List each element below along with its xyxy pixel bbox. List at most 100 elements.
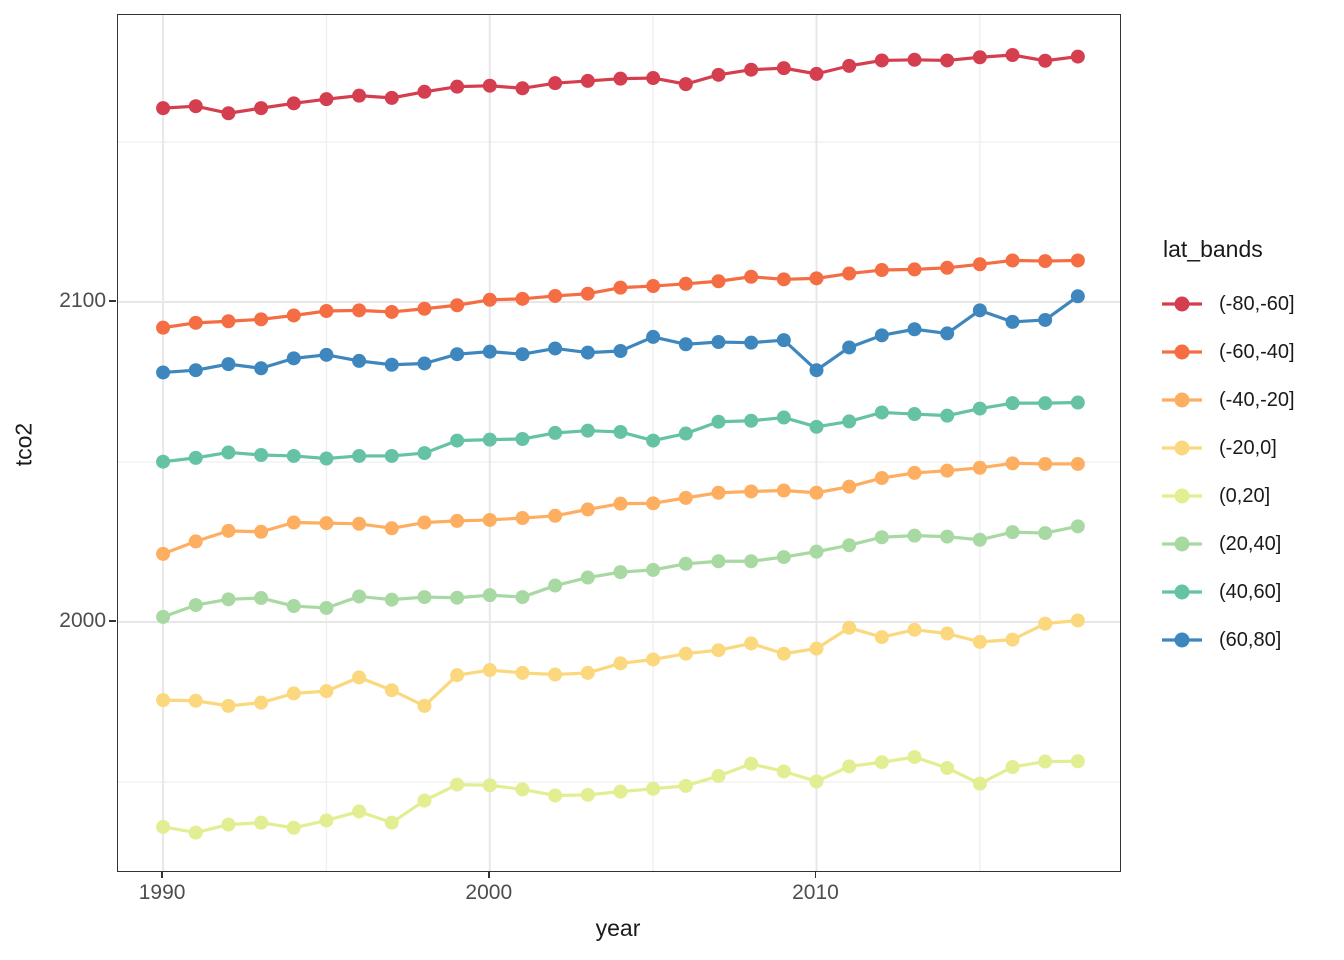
data-point-(-80,-60] — [319, 92, 334, 107]
data-point-(0,20] — [613, 784, 628, 799]
data-point-(-60,-40] — [776, 272, 791, 287]
data-point-(-60,-40] — [352, 303, 367, 318]
data-point-(-20,0] — [972, 634, 987, 649]
data-point-(40,60] — [678, 426, 693, 441]
y-tick-label: 2000 — [59, 609, 106, 633]
data-point-(-40,-20] — [809, 485, 824, 500]
data-point-(-80,-60] — [1070, 49, 1085, 64]
data-point-(-20,0] — [678, 646, 693, 661]
data-point-(0,20] — [156, 819, 171, 834]
data-point-(-20,0] — [842, 620, 857, 635]
legend-item-(-20,0]: (-20,0] — [1160, 424, 1295, 472]
data-point-(0,20] — [384, 815, 399, 830]
legend-key-icon — [1162, 296, 1202, 312]
data-point-(60,80] — [319, 347, 334, 362]
data-point-(40,60] — [286, 448, 301, 463]
data-point-(0,20] — [515, 782, 530, 797]
data-point-(-60,-40] — [286, 308, 301, 323]
data-point-(-40,-20] — [221, 523, 236, 538]
data-point-(-60,-40] — [482, 292, 497, 307]
legend-item-(40,60]: (40,60] — [1160, 568, 1295, 616]
data-point-(0,20] — [744, 756, 759, 771]
data-point-(0,20] — [319, 813, 334, 828]
data-point-(-20,0] — [156, 693, 171, 708]
data-point-(40,60] — [221, 445, 236, 460]
data-point-(-20,0] — [482, 663, 497, 678]
data-point-(-60,-40] — [188, 315, 203, 330]
data-point-(60,80] — [188, 363, 203, 378]
data-point-(60,80] — [1038, 312, 1053, 327]
data-point-(-40,-20] — [678, 490, 693, 505]
x-tick-mark — [161, 871, 163, 878]
data-point-(60,80] — [874, 328, 889, 343]
data-point-(20,40] — [482, 588, 497, 603]
data-point-(-80,-60] — [613, 71, 628, 86]
data-point-(-40,-20] — [384, 521, 399, 536]
x-tick-label: 2010 — [792, 881, 839, 904]
data-point-(-60,-40] — [809, 271, 824, 286]
data-point-(-40,-20] — [515, 511, 530, 526]
data-point-(-60,-40] — [580, 286, 595, 301]
data-point-(-40,-20] — [417, 515, 432, 530]
plot-panel — [117, 14, 1121, 872]
data-point-(-20,0] — [580, 665, 595, 680]
data-point-(60,80] — [580, 345, 595, 360]
data-point-(-40,-20] — [711, 485, 726, 500]
data-point-(-20,0] — [384, 683, 399, 698]
data-point-(-60,-40] — [744, 269, 759, 284]
data-point-(60,80] — [221, 357, 236, 372]
data-point-(0,20] — [1070, 754, 1085, 769]
data-point-(20,40] — [580, 570, 595, 585]
legend-title: lat_bands — [1163, 236, 1263, 262]
y-tick-mark — [109, 300, 116, 302]
legend-item-label: (60,80] — [1219, 628, 1282, 651]
y-axis-title: tco2 — [10, 422, 37, 467]
data-point-(-80,-60] — [711, 67, 726, 82]
data-point-(20,40] — [809, 544, 824, 559]
data-point-(-20,0] — [711, 643, 726, 658]
data-point-(-80,-60] — [156, 101, 171, 116]
x-axis-title: year — [595, 915, 641, 941]
y-tick-label: 2100 — [59, 289, 106, 313]
data-point-(-40,-20] — [842, 479, 857, 494]
legend-key-icon — [1162, 488, 1202, 504]
data-point-(-80,-60] — [580, 73, 595, 88]
data-point-(-40,-20] — [1070, 456, 1085, 471]
data-point-(-40,-20] — [254, 524, 269, 539]
data-point-(-40,-20] — [352, 516, 367, 531]
data-point-(-20,0] — [1038, 616, 1053, 631]
data-point-(40,60] — [352, 448, 367, 463]
data-point-(60,80] — [972, 303, 987, 318]
data-point-(40,60] — [1038, 396, 1053, 411]
data-point-(40,60] — [907, 407, 922, 422]
data-point-(60,80] — [711, 335, 726, 350]
data-point-(-40,-20] — [286, 515, 301, 530]
data-point-(60,80] — [744, 335, 759, 350]
data-point-(60,80] — [809, 363, 824, 378]
data-point-(-40,-20] — [646, 496, 661, 511]
data-point-(-40,-20] — [874, 471, 889, 486]
data-point-(20,40] — [1005, 525, 1020, 540]
legend-item-label: (0,20] — [1219, 484, 1271, 507]
data-point-(-80,-60] — [842, 58, 857, 73]
data-point-(40,60] — [809, 419, 824, 434]
data-point-(-80,-60] — [286, 96, 301, 111]
data-point-(-20,0] — [188, 693, 203, 708]
data-point-(-20,0] — [417, 698, 432, 713]
data-point-(40,60] — [776, 410, 791, 425]
data-point-(-80,-60] — [188, 99, 203, 114]
legend-item-label: (-40,-20] — [1219, 388, 1295, 411]
data-point-(-80,-60] — [1038, 53, 1053, 68]
data-point-(-60,-40] — [972, 257, 987, 272]
data-point-(-60,-40] — [384, 304, 399, 319]
data-point-(40,60] — [417, 446, 432, 461]
legend-item-label: (20,40] — [1219, 532, 1282, 555]
data-point-(60,80] — [417, 356, 432, 371]
data-point-(0,20] — [286, 820, 301, 835]
data-point-(60,80] — [776, 333, 791, 348]
data-point-(-60,-40] — [678, 276, 693, 291]
data-point-(40,60] — [1005, 396, 1020, 411]
x-tick-label: 1990 — [138, 881, 186, 904]
data-point-(20,40] — [972, 532, 987, 547]
data-point-(-80,-60] — [482, 78, 497, 93]
